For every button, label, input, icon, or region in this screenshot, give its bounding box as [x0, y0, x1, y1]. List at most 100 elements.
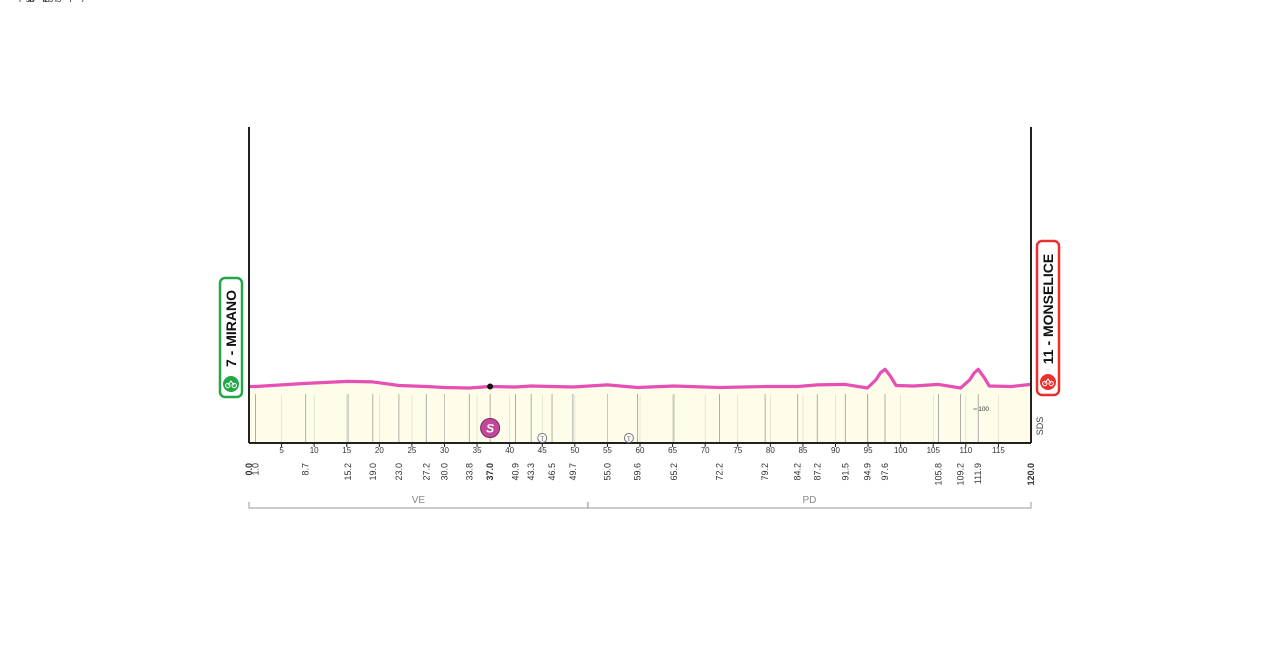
km-label: 120.0	[1026, 463, 1036, 486]
place-label: 4 - Bv. per Arquà Petrarca	[0, 0, 103, 2]
km-label: 91.5	[840, 463, 850, 481]
finish-label: 11 - MONSELICE	[1040, 254, 1056, 364]
x-tick-label: 105	[927, 446, 941, 455]
finish-bike-icon	[1040, 374, 1056, 390]
place-label: 4 - Oriago	[0, 0, 40, 2]
finish-bike-icon-wheel	[1042, 380, 1048, 387]
place-label: 11 - MONSELICE	[0, 0, 70, 2]
km-label: 27.2	[421, 463, 431, 481]
place-label: 7 - MIRA	[0, 0, 37, 2]
place-label: 8 - Sambruson	[0, 0, 59, 2]
km-label: 46.5	[547, 463, 557, 481]
place-label: 10 - Pernumia	[0, 0, 57, 2]
start-bike-icon-frame	[227, 380, 235, 386]
x-tick-label: 110	[959, 446, 972, 455]
place-label: 7 - Spinea (Orgnano)	[0, 0, 85, 2]
region-label: PD	[802, 495, 816, 506]
km-label: 111.9	[973, 463, 983, 484]
km-label: 79.2	[760, 463, 770, 481]
km-label: 105.8	[934, 463, 944, 486]
x-tick-label: 35	[473, 446, 482, 455]
x-tick-label: 30	[440, 446, 449, 455]
x-tick-label: 5	[279, 446, 284, 455]
finish-bike-icon-wheel	[1048, 380, 1054, 387]
timing-marker-letter: T	[627, 436, 631, 443]
km-label: 33.8	[464, 463, 474, 481]
km-label: 30.0	[440, 463, 450, 481]
region-bracket	[587, 502, 1032, 509]
place-label: 5 - Bovolenta	[0, 0, 53, 2]
km-label: 72.2	[715, 463, 725, 481]
km-label: 19.0	[368, 463, 378, 481]
finish-badge	[1035, 239, 1061, 397]
x-tick-label: 55	[603, 446, 612, 455]
x-tick-label: 65	[668, 446, 677, 455]
place-label: 8 - Pontelongo	[0, 0, 59, 2]
place-label: 7 - Calcroci	[0, 0, 46, 2]
place-label: 7 - Scaltenigo	[0, 0, 55, 2]
km-label: 84.2	[793, 463, 803, 481]
x-tick-label: 90	[831, 446, 840, 455]
elevation-profile-line	[249, 367, 1032, 390]
x-tick-label: 15	[342, 446, 351, 455]
place-label: 13 - Santa Maria di Sala	[0, 0, 97, 2]
km-label: 87.2	[812, 463, 822, 481]
intermediate-point-dot	[487, 383, 494, 390]
elevation-label: 100	[978, 406, 989, 413]
km-label: 23.0	[394, 463, 404, 481]
place-label: 5 - Piove di Sacco	[0, 0, 73, 2]
km-label: 1.0	[251, 463, 261, 476]
region-label: VE	[412, 495, 426, 506]
timing-marker	[623, 433, 634, 443]
place-label: 7 - San Pietro Viminario	[0, 0, 95, 2]
x-tick-label: 20	[375, 446, 384, 455]
place-label: 9 - Maerne	[0, 0, 44, 2]
sprint-marker	[480, 418, 501, 438]
km-label: 55.0	[602, 463, 612, 481]
km-label: 8.7	[301, 463, 311, 476]
km-label: 0.0	[244, 463, 254, 476]
km-label: 109.2	[956, 463, 966, 486]
km-label: 94.9	[862, 463, 872, 481]
km-label: 37.0	[485, 463, 495, 481]
place-label: 4 - Bv. per Arquà Petrarca	[0, 0, 103, 2]
place-label: 41 - Arquà Petrarca	[0, 0, 78, 2]
x-tick-label: 115	[992, 446, 1005, 455]
place-label: 17 - Noale	[0, 0, 42, 2]
x-tick-label: 50	[570, 446, 579, 455]
place-label: 6 - Dolo	[0, 0, 32, 2]
side-label: SDS	[1035, 417, 1045, 436]
place-label: 7 - Conselve	[0, 0, 51, 2]
x-tick-label: 75	[733, 446, 742, 455]
start-bike-icon	[223, 376, 239, 392]
place-label: 6 - Campagna Lupia	[0, 0, 82, 2]
timing-marker-letter: T	[540, 436, 544, 443]
km-label: 97.6	[880, 463, 890, 481]
place-label: 5 - Fornase	[0, 0, 46, 2]
x-tick-label: 45	[538, 446, 547, 455]
start-label: 7 - MIRANO	[223, 290, 239, 367]
timing-marker	[537, 433, 548, 443]
km-label: 43.3	[526, 463, 536, 481]
x-tick-label: 70	[701, 446, 710, 455]
x-tick-label: 80	[766, 446, 775, 455]
place-label: 16 - Ingr. sp.38	[0, 0, 60, 2]
km-label: 65.2	[669, 463, 679, 481]
start-bike-icon-wheel	[231, 382, 237, 389]
start-badge	[218, 276, 244, 399]
start-bike-icon-wheel	[225, 382, 231, 389]
x-tick-label: 40	[505, 446, 514, 455]
finish-bike-icon-frame	[1044, 378, 1052, 384]
x-tick-label: 85	[798, 446, 807, 455]
km-label: 40.9	[511, 463, 521, 481]
km-label: 59.6	[632, 463, 642, 481]
km-label: 15.2	[343, 463, 353, 481]
x-tick-label: 25	[407, 446, 416, 455]
km-label: 49.7	[568, 463, 578, 481]
x-tick-label: 100	[894, 446, 908, 455]
place-label: 11 - MONSELICE	[0, 0, 70, 2]
place-label: 41 - Arquà Petrarca	[0, 0, 78, 2]
x-tick-label: 10	[310, 446, 319, 455]
